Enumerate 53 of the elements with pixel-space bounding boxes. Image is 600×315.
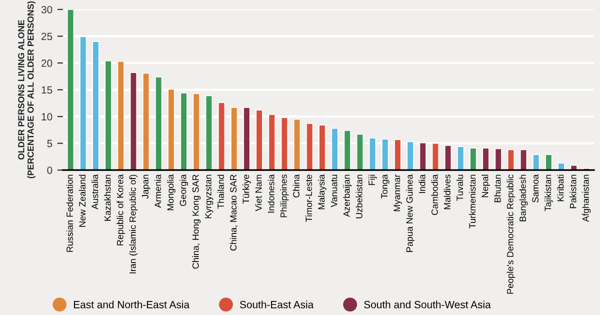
y-tick-label: 15 (42, 86, 52, 94)
x-tick-label: Australia (92, 174, 98, 210)
x-tick-label: Viet Nam (255, 174, 262, 212)
legend-label: South and South-West Asia (364, 300, 491, 308)
legend-label: East and North-East Asia (74, 300, 190, 308)
x-tick-label: Bhutan (494, 174, 501, 202)
x-tick-label: New Zealand (78, 174, 86, 227)
x-tick-label: Turkmenistan (468, 174, 476, 228)
x-tick-label: Afghanistan (582, 174, 591, 222)
x-tick-label: Nepal (482, 174, 490, 198)
x-tick-label: Türkiye (242, 174, 251, 204)
x-tick-label: Uzbekistan (356, 174, 362, 218)
x-tick-label: Myanmar (394, 174, 402, 212)
x-tick-label: Malaysia (318, 174, 326, 210)
x-tick-label: Mongolia (167, 174, 176, 210)
x-tick-label: Armenia (154, 174, 162, 208)
x-tick-label: Fiji (368, 174, 377, 186)
y-tick-label: 20 (42, 60, 52, 67)
x-tick-label: China (292, 174, 300, 198)
x-tick-label: Kiribati (557, 174, 564, 202)
x-tick-label: Kazakhstan (104, 174, 111, 221)
x-tick-label: Azerbaijan (343, 174, 352, 217)
x-tick-label: People's Democratic Republic (506, 174, 516, 294)
x-tick-label: Tuvalu (456, 174, 464, 201)
x-tick-label: Japan (142, 174, 150, 199)
x-tick-label: Thailand (217, 174, 224, 209)
x-tick-label: Bangladesh (519, 174, 528, 222)
x-tick-label: China, Hong Kong SAR (192, 174, 201, 269)
legend-label: South-East Asia (240, 300, 314, 308)
x-tick-label: Kyrgyzstan (205, 174, 214, 218)
x-tick-label: Russian Federation (66, 174, 73, 252)
x-tick-label: Samoa (532, 174, 539, 202)
x-tick-label: Maldives (444, 174, 450, 210)
y-axis-title: OLDER PERSONS LIVING ALONE (PERCENTAGE OF ALL OLDER PERSONS) (18, 1, 36, 178)
y-tick-label: 25 (42, 32, 52, 40)
x-tick-label: Cambodia (431, 174, 438, 215)
x-tick-label: Philippines (280, 174, 289, 218)
x-tick-label: Indonesia (268, 174, 274, 213)
x-tick-label: Tajikistan (544, 174, 553, 212)
x-tick-label: India (418, 174, 426, 194)
x-tick-label: Tonga (381, 174, 390, 199)
x-tick-label: Pakistan (570, 174, 576, 208)
x-tick-label: China, Macao SAR (230, 174, 238, 251)
y-tick-label: 5 (47, 140, 52, 148)
x-tick-label: Vanuatu (330, 174, 338, 208)
x-tick-label: Georgia (180, 174, 188, 206)
x-tick-label: Republic of Korea (116, 174, 126, 246)
y-tick-label: 10 (42, 113, 52, 120)
x-tick-label: Papua New Guinea (406, 174, 414, 252)
y-tick-label: 30 (41, 6, 52, 14)
y-tick-label: 0 (47, 166, 52, 174)
x-tick-label: Iran (Islamic Republic of) (129, 174, 138, 274)
x-tick-label: Timor-Leste (305, 174, 312, 222)
